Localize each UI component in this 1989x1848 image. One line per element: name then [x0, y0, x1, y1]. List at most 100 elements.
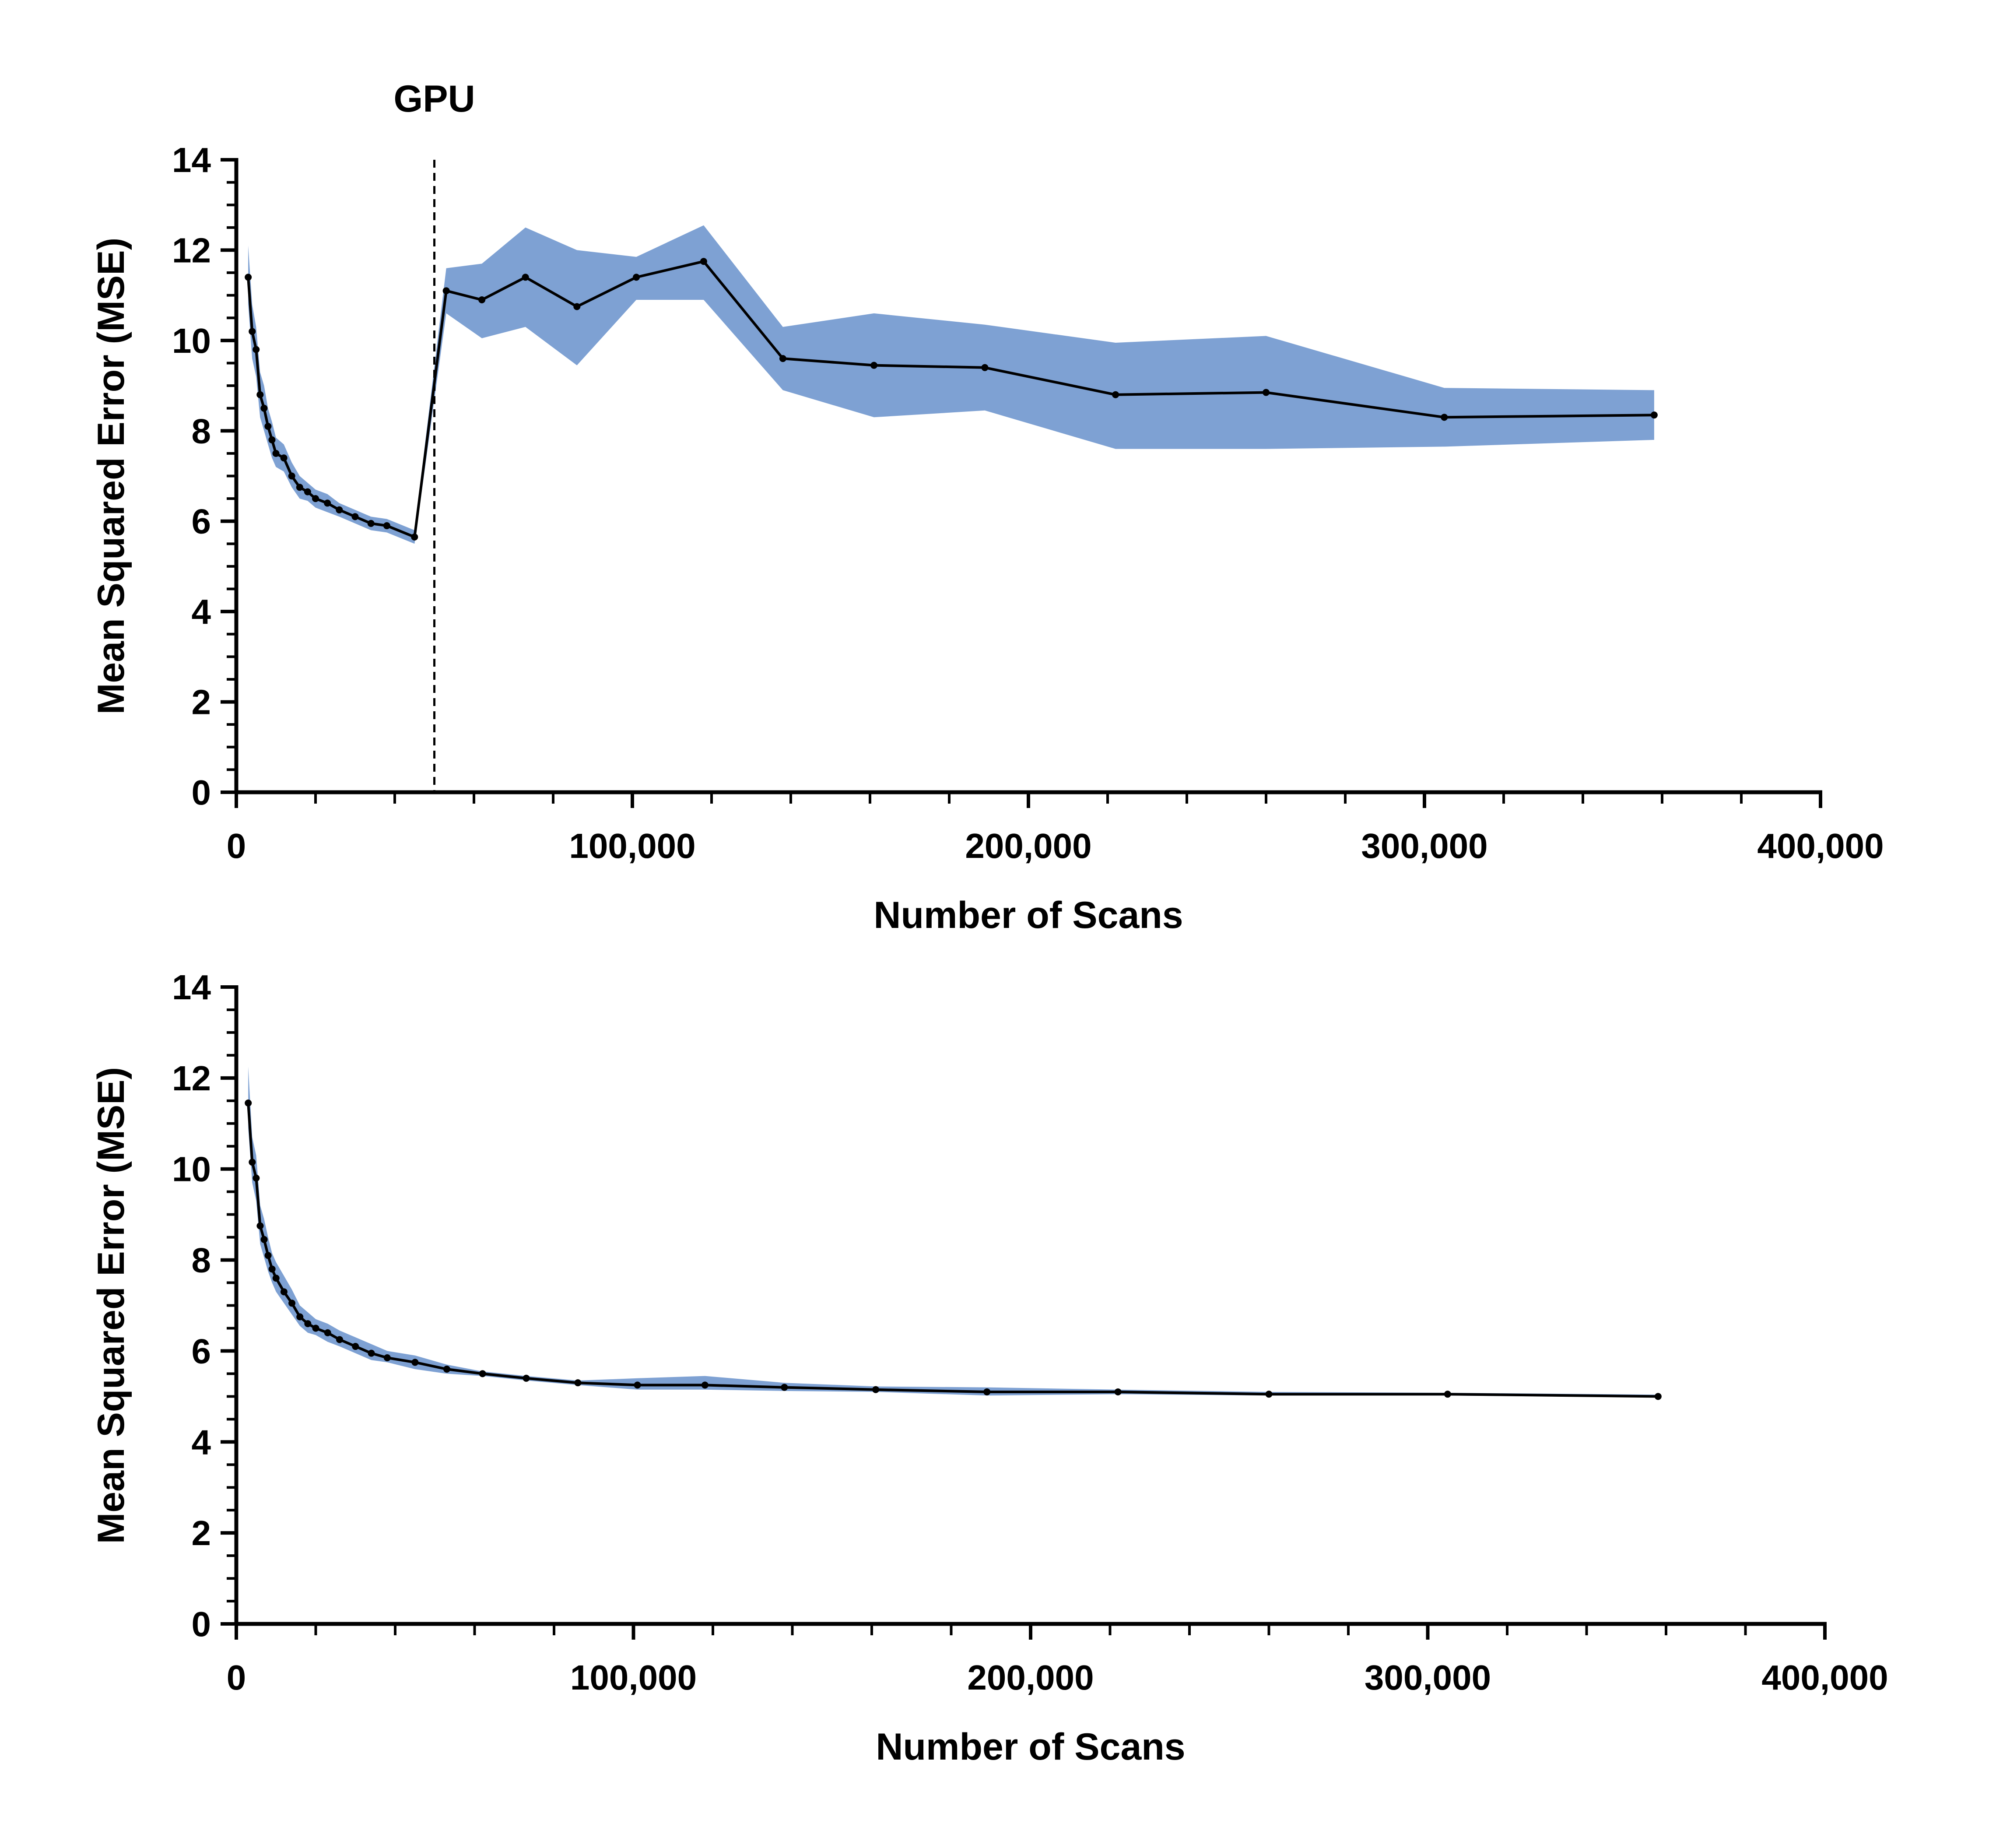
- y-tick-label: 14: [172, 141, 211, 179]
- y-axis-title-bottom: Mean Squared Error (MSE): [90, 1067, 132, 1544]
- y-tick-label: 14: [172, 968, 211, 1007]
- x-tick-label: 400,000: [1757, 826, 1884, 865]
- gpu-annotation-label: GPU: [393, 78, 475, 120]
- data-point: [367, 520, 375, 527]
- x-tick-label: 0: [227, 826, 246, 865]
- data-point: [264, 1252, 272, 1259]
- data-point: [383, 522, 390, 530]
- y-tick-label: 12: [172, 231, 211, 270]
- data-point: [272, 450, 280, 457]
- data-point: [1263, 389, 1270, 396]
- data-point: [245, 274, 252, 281]
- data-point: [249, 1159, 256, 1166]
- data-point: [523, 1374, 530, 1382]
- data-point: [304, 488, 311, 495]
- y-tick-label: 10: [172, 321, 211, 360]
- data-point: [1444, 1391, 1451, 1398]
- data-point: [312, 495, 319, 502]
- data-point: [260, 404, 268, 412]
- data-point: [296, 1313, 304, 1321]
- data-point: [1441, 414, 1448, 421]
- y-tick-label: 2: [192, 1514, 211, 1553]
- data-point: [296, 484, 303, 491]
- data-point: [981, 364, 989, 371]
- x-tick-label: 300,000: [1361, 826, 1487, 865]
- data-point: [288, 472, 295, 480]
- y-axis-title-top: Mean Squared Error (MSE): [90, 238, 132, 715]
- data-point: [304, 1320, 312, 1328]
- chart-bottom: Number of Scans Mean Squared Error (MSE)…: [90, 968, 1888, 1768]
- y-tick-label: 2: [192, 683, 211, 722]
- y-tick-label: 8: [192, 1241, 211, 1280]
- data-point: [253, 1174, 260, 1182]
- data-point: [411, 1359, 419, 1366]
- data-point: [280, 1288, 288, 1296]
- data-point: [336, 506, 343, 513]
- data-point: [260, 1236, 268, 1243]
- data-point: [351, 513, 359, 520]
- data-point: [268, 1265, 276, 1273]
- y-tick-label: 0: [192, 773, 211, 812]
- data-point: [479, 1370, 486, 1377]
- data-point: [1650, 411, 1658, 419]
- x-tick-label: 0: [227, 1658, 246, 1697]
- x-axis-title-bottom: Number of Scans: [876, 1726, 1185, 1768]
- y-tick-label: 6: [192, 1332, 211, 1370]
- data-point: [633, 274, 640, 281]
- data-point: [245, 1100, 252, 1107]
- data-point: [781, 1384, 788, 1391]
- y-tick-label: 4: [192, 592, 211, 631]
- y-tick-label: 12: [172, 1059, 211, 1098]
- y-tick-label: 4: [192, 1423, 211, 1462]
- y-tick-label: 6: [192, 502, 211, 541]
- x-tick-label: 400,000: [1761, 1658, 1888, 1697]
- data-point: [312, 1325, 319, 1332]
- data-point: [253, 346, 260, 353]
- data-point: [1265, 1391, 1273, 1398]
- x-tick-label: 200,000: [965, 826, 1091, 865]
- x-tick-label: 100,000: [569, 826, 695, 865]
- data-point: [280, 454, 288, 462]
- data-point: [442, 287, 450, 295]
- data-point: [478, 296, 486, 303]
- data-point: [574, 1379, 582, 1387]
- data-point: [1114, 1388, 1122, 1395]
- data-point: [411, 533, 418, 541]
- data-point: [1654, 1393, 1662, 1400]
- data-point: [701, 1381, 709, 1389]
- data-point: [256, 1222, 264, 1230]
- y-tick-label: 10: [172, 1150, 211, 1189]
- data-point: [983, 1388, 991, 1395]
- data-point: [368, 1349, 375, 1357]
- data-point: [573, 303, 581, 310]
- data-point: [634, 1381, 641, 1389]
- data-point: [700, 258, 707, 265]
- data-point: [352, 1343, 359, 1350]
- data-point: [383, 1354, 391, 1362]
- data-point: [336, 1336, 343, 1343]
- data-point: [779, 355, 786, 362]
- confidence-band-top: [248, 225, 1654, 544]
- x-tick-label: 300,000: [1365, 1658, 1491, 1697]
- chart-top: Number of Scans Mean Squared Error (MSE)…: [90, 78, 1884, 936]
- data-point: [870, 362, 878, 369]
- data-point: [288, 1300, 296, 1307]
- data-point: [272, 1275, 280, 1282]
- data-point: [1112, 391, 1119, 398]
- x-tick-label: 200,000: [967, 1658, 1094, 1697]
- x-tick-label: 100,000: [570, 1658, 697, 1697]
- y-tick-label: 8: [192, 411, 211, 450]
- data-point: [443, 1366, 450, 1373]
- x-axis-title-top: Number of Scans: [873, 894, 1183, 936]
- y-tick-label: 0: [192, 1605, 211, 1644]
- data-point: [872, 1386, 880, 1393]
- data-point: [324, 499, 331, 507]
- data-point: [324, 1329, 331, 1336]
- data-point: [522, 274, 529, 281]
- data-point: [268, 436, 276, 443]
- data-point: [249, 328, 256, 335]
- data-point: [264, 422, 272, 430]
- data-point: [256, 391, 264, 398]
